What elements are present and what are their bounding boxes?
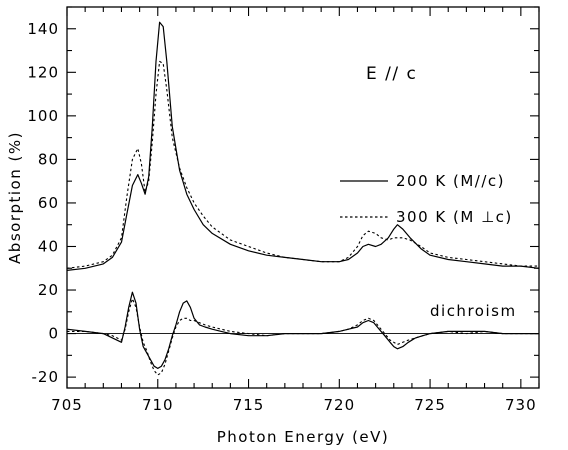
series-line-200-k-m-c: [66, 21, 540, 271]
x-tick-label: 720: [323, 396, 355, 414]
x-axis-label: Photon Energy (eV): [217, 428, 390, 446]
y-tick-label: 100: [27, 107, 59, 125]
axes-layer: 705 710 715 720 725 730 -20 0 20 40 60 80 100 120 140: [27, 6, 540, 414]
x-tick-label: 725: [414, 396, 446, 414]
y-tick-label: 0: [48, 325, 59, 343]
label-layer: Absorption (%) Photon Energy (eV) E // c…: [6, 64, 517, 446]
y-tick-label: -20: [32, 368, 60, 386]
series-layer: [66, 21, 540, 376]
series-line-dichroism-solid: [66, 291, 539, 369]
y-tick-label: 120: [27, 63, 59, 81]
x-tick-label: 730: [505, 396, 537, 414]
legend-label-300k: 300 K (M ⊥c): [396, 208, 513, 226]
x-tick-label: 705: [51, 396, 83, 414]
y-tick-label: 80: [38, 150, 59, 168]
x-tick-label: 715: [233, 396, 265, 414]
series-line-300-k-m-c: [66, 60, 539, 269]
dichroism-annotation: dichroism: [430, 302, 517, 320]
legend-label-200k: 200 K (M//c): [396, 172, 505, 190]
y-tick-label: 60: [38, 194, 59, 212]
y-tick-label: 40: [38, 237, 59, 255]
polarization-annotation: E // c: [366, 64, 417, 84]
y-tick-label: 20: [38, 281, 59, 299]
x-tick-label: 710: [142, 396, 174, 414]
y-axis-label: Absorption (%): [6, 131, 24, 264]
y-tick-label: 140: [27, 20, 59, 38]
